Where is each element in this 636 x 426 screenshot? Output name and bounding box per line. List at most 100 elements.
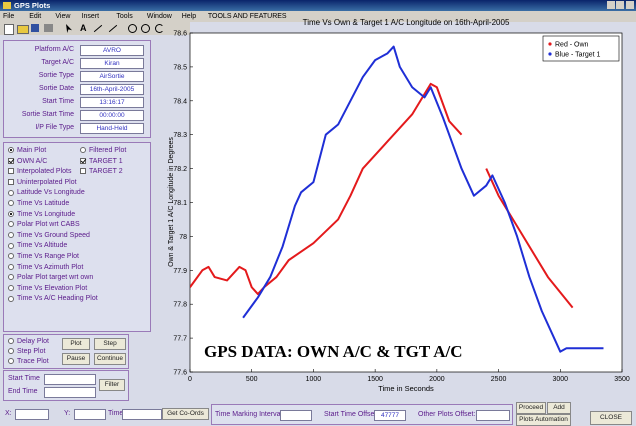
option-radio[interactable]: Time Vs Altitude bbox=[8, 242, 67, 249]
x-coord-field[interactable] bbox=[15, 409, 49, 420]
close-window-button[interactable] bbox=[626, 1, 634, 9]
legend-marker bbox=[548, 42, 552, 46]
option-radio[interactable]: Main Plot bbox=[8, 147, 46, 154]
other-offset-field[interactable] bbox=[476, 410, 510, 421]
plots-automation-button[interactable]: Plots Automation bbox=[516, 414, 571, 426]
minimize-button[interactable] bbox=[607, 1, 615, 9]
radio-indicator[interactable] bbox=[8, 210, 14, 217]
option-radio[interactable]: Polar Plot wrt CABS bbox=[8, 221, 80, 228]
radio-indicator[interactable] bbox=[8, 189, 14, 196]
menu-item[interactable]: View bbox=[55, 13, 71, 20]
open-icon[interactable] bbox=[17, 25, 29, 34]
print-icon[interactable] bbox=[44, 24, 53, 32]
radio-indicator[interactable] bbox=[8, 221, 14, 228]
menu-item[interactable]: Help bbox=[181, 13, 197, 20]
radio-indicator[interactable] bbox=[8, 295, 14, 302]
radio-indicator[interactable] bbox=[8, 358, 14, 365]
x-tick-label: 500 bbox=[246, 376, 258, 383]
radio-indicator[interactable] bbox=[8, 348, 14, 355]
option-label: Main Plot bbox=[17, 147, 47, 154]
bottom-bar: X: Y: Time Get Co-Ords Time Marking Inte… bbox=[0, 401, 636, 426]
menu-item[interactable]: Window bbox=[146, 13, 172, 20]
radio-indicator[interactable] bbox=[8, 231, 14, 238]
playback-mode[interactable]: Step Plot bbox=[8, 348, 45, 355]
check-indicator[interactable] bbox=[8, 178, 14, 185]
check-indicator[interactable] bbox=[8, 168, 14, 175]
radio-indicator[interactable] bbox=[8, 242, 14, 249]
menu-item[interactable]: File bbox=[3, 13, 15, 20]
option-check[interactable]: TARGET 1 bbox=[80, 158, 123, 165]
time-field[interactable] bbox=[122, 409, 162, 420]
option-check[interactable]: TARGET 2 bbox=[80, 168, 123, 175]
filter-button[interactable]: Filter bbox=[99, 379, 125, 391]
radio-indicator[interactable] bbox=[8, 284, 14, 291]
option-radio[interactable]: Latitude Vs Longitude bbox=[8, 189, 85, 196]
playback-button[interactable]: Step bbox=[94, 338, 126, 350]
playback-button[interactable]: Continue bbox=[94, 353, 126, 365]
save-icon[interactable] bbox=[31, 24, 39, 32]
interval-field[interactable] bbox=[280, 410, 312, 421]
title-bar: GPS Plots bbox=[0, 0, 636, 11]
line-icon[interactable] bbox=[108, 24, 118, 33]
check-indicator[interactable] bbox=[80, 168, 86, 175]
option-check[interactable]: OWN A/C bbox=[8, 158, 47, 165]
filter-panel: Start Time End Time Filter bbox=[3, 370, 129, 401]
option-radio[interactable]: Time Vs Range Plot bbox=[8, 253, 79, 260]
radio-indicator[interactable] bbox=[8, 147, 14, 154]
zoom-out-icon[interactable] bbox=[141, 24, 150, 33]
option-radio[interactable]: Time Vs Latitude bbox=[8, 200, 69, 207]
info-value: 00:00:00 bbox=[80, 110, 144, 121]
menu-item[interactable]: Tools bbox=[116, 13, 133, 20]
y-coord-field[interactable] bbox=[74, 409, 106, 420]
arrow-icon[interactable] bbox=[93, 24, 103, 33]
check-indicator[interactable] bbox=[8, 157, 14, 164]
option-label: Polar Plot wrt CABS bbox=[17, 221, 80, 229]
radio-indicator[interactable] bbox=[8, 253, 14, 260]
menu-item[interactable]: TOOLS AND FEATURES bbox=[207, 13, 287, 20]
option-radio[interactable]: Filtered Plot bbox=[80, 147, 126, 154]
info-panel: Platform A/C AVRO Target A/C Kiran Sortie Ty… bbox=[3, 40, 151, 138]
start-time-field[interactable] bbox=[44, 374, 96, 385]
zoom-in-icon[interactable] bbox=[128, 24, 137, 33]
option-radio[interactable]: Time Vs Azimuth Plot bbox=[8, 264, 83, 271]
radio-indicator[interactable] bbox=[8, 263, 14, 270]
option-check[interactable]: Interpolated Plots bbox=[8, 168, 71, 175]
add-button[interactable]: Add bbox=[547, 402, 571, 414]
option-radio[interactable]: Polar Plot target wrt own bbox=[8, 274, 93, 281]
option-label: Time Vs Azimuth Plot bbox=[17, 263, 84, 271]
y-tick-label: 78.5 bbox=[173, 64, 187, 71]
get-coords-button[interactable]: Get Co-Ords bbox=[162, 408, 209, 420]
radio-indicator[interactable] bbox=[8, 200, 14, 207]
playback-button[interactable]: Pause bbox=[62, 353, 90, 365]
info-value: AVRO bbox=[80, 45, 144, 56]
option-radio[interactable]: Time Vs Longitude bbox=[8, 211, 75, 218]
radio-indicator[interactable] bbox=[8, 274, 14, 281]
offset-field[interactable]: 47777 bbox=[374, 410, 406, 421]
radio-indicator[interactable] bbox=[8, 338, 14, 345]
y-tick-label: 78.6 bbox=[173, 31, 187, 38]
radio-indicator[interactable] bbox=[80, 147, 86, 154]
option-radio[interactable]: Time Vs Elevation Plot bbox=[8, 285, 87, 292]
option-radio[interactable]: Time Vs A/C Heading Plot bbox=[8, 295, 98, 302]
menu-item[interactable]: Insert bbox=[81, 13, 100, 20]
new-icon[interactable] bbox=[4, 24, 14, 35]
option-check[interactable]: Uninterpolated Plot bbox=[8, 179, 77, 186]
x-tick-label: 3500 bbox=[614, 376, 630, 383]
pointer-icon[interactable] bbox=[66, 24, 72, 33]
option-radio[interactable]: Time Vs Ground Speed bbox=[8, 232, 90, 239]
maximize-button[interactable] bbox=[616, 1, 624, 9]
mode-label: Step Plot bbox=[17, 348, 46, 355]
proceed-button[interactable]: Proceed bbox=[516, 402, 546, 414]
rotate-icon[interactable] bbox=[155, 24, 164, 33]
playback-button[interactable]: Plot bbox=[62, 338, 90, 350]
menu-item[interactable]: Edit bbox=[29, 13, 42, 20]
check-indicator[interactable] bbox=[80, 157, 86, 164]
text-icon[interactable]: A bbox=[80, 23, 87, 33]
playback-mode[interactable]: Delay Plot bbox=[8, 338, 49, 345]
close-button[interactable]: CLOSE bbox=[590, 411, 632, 425]
plot-options-panel: Main Plot Filtered Plot OWN A/C TARGET 1 Int… bbox=[3, 142, 151, 332]
x-tick-label: 3000 bbox=[552, 376, 568, 383]
end-time-field[interactable] bbox=[44, 387, 96, 398]
playback-mode[interactable]: Trace Plot bbox=[8, 358, 49, 365]
x-axis-label: Time in Seconds bbox=[378, 384, 434, 393]
